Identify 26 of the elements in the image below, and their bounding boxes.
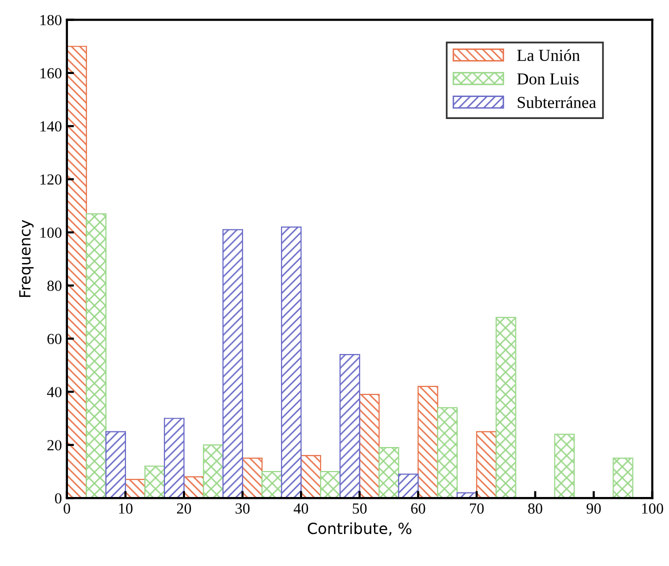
legend-label: Subterránea (518, 96, 596, 108)
y-tick-label: 0 (54, 493, 62, 504)
y-tick-label: 40 (47, 386, 62, 398)
x-tick-label: 20 (177, 503, 192, 514)
x-tick-label: 80 (528, 503, 542, 514)
x-tick-label: 0 (64, 503, 70, 514)
x-axis-title: Contribute, % (308, 522, 412, 536)
x-tick-label: 90 (586, 503, 601, 514)
y-tick-label: 120 (40, 174, 62, 185)
y-tick-label: 100 (40, 228, 62, 238)
legend-label: La Unión (517, 49, 580, 61)
x-tick-label: 50 (352, 503, 367, 514)
y-tick-label: 80 (47, 280, 62, 291)
legend-label: Don Luis (517, 73, 579, 85)
y-tick-label: 160 (40, 68, 62, 78)
x-tick-label: 10 (119, 503, 132, 514)
x-tick-label: 60 (411, 503, 426, 514)
y-axis-title: Frequency (19, 220, 34, 297)
x-tick-label: 30 (236, 503, 250, 514)
y-tick-label: 20 (47, 440, 62, 450)
x-tick-label: 100 (642, 503, 664, 514)
y-tick-label: 180 (40, 14, 62, 26)
y-tick-label: 60 (47, 334, 62, 344)
y-tick-label: 140 (40, 121, 62, 132)
x-tick-label: 70 (470, 503, 484, 514)
x-tick-label: 40 (294, 503, 308, 514)
